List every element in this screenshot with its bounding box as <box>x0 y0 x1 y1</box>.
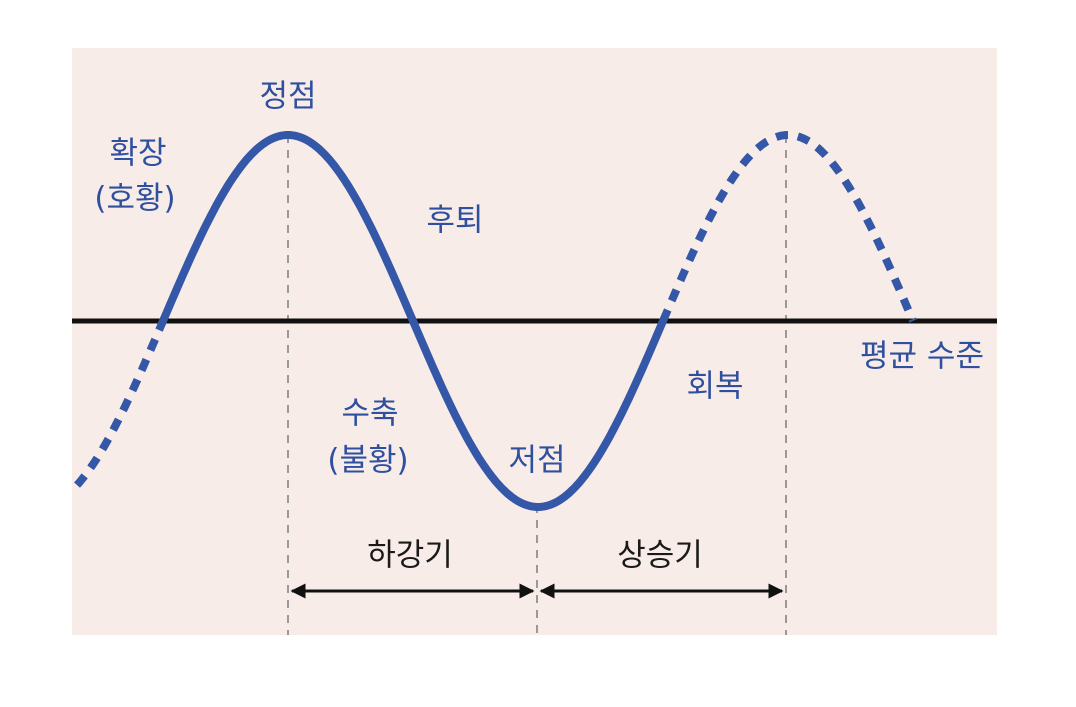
label: 평균 수준 <box>860 339 984 375</box>
panel <box>72 48 997 635</box>
cycle-curve-dashed <box>74 319 167 488</box>
label: 하강기 <box>367 538 453 574</box>
cycle-curve <box>159 131 667 511</box>
label: 정점 <box>259 79 316 115</box>
label: 수축 <box>341 396 398 432</box>
label: 상승기 <box>617 538 703 574</box>
label: (불황) <box>327 443 408 479</box>
label: 저점 <box>508 443 565 479</box>
label: 후퇴 <box>426 203 483 239</box>
label: (호황) <box>94 181 175 217</box>
cycle-curve-dashed <box>659 131 917 323</box>
label: 확장 <box>109 136 166 172</box>
label: 회복 <box>686 369 743 405</box>
guide-lines <box>287 135 787 635</box>
